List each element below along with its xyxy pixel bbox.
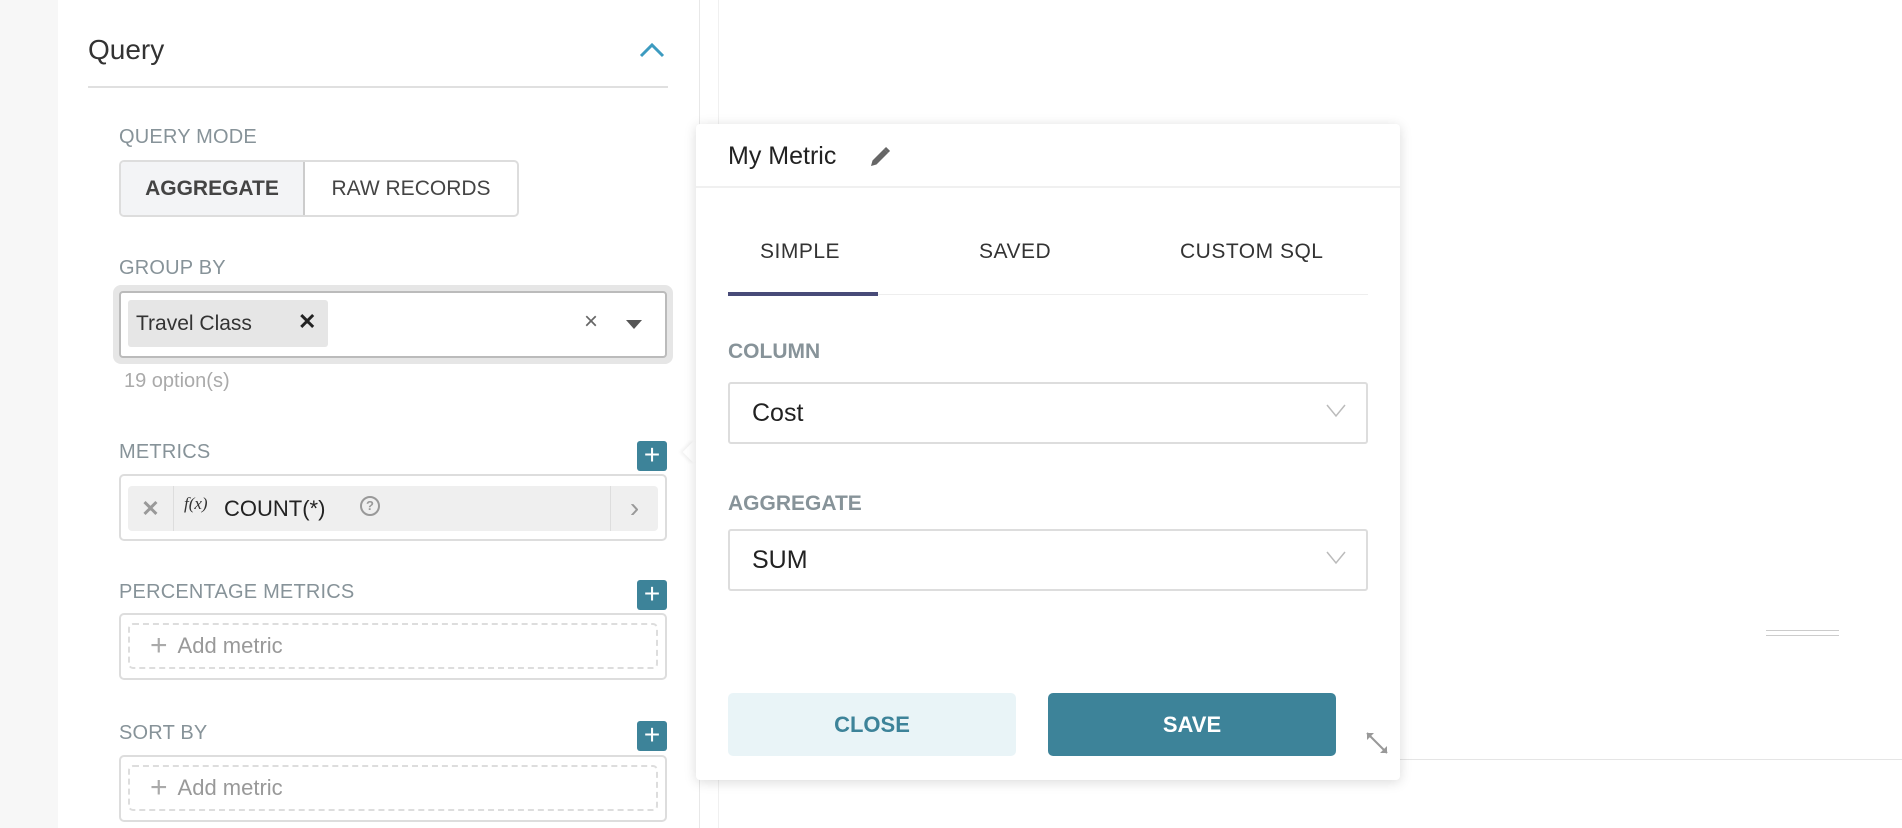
- plus-icon: +: [150, 771, 168, 804]
- column-value: Cost: [752, 398, 804, 427]
- metrics-label: METRICS: [119, 441, 211, 463]
- drag-handle-icon: [1766, 630, 1839, 636]
- metric-label: COUNT(*): [224, 496, 326, 521]
- close-button[interactable]: CLOSE: [728, 693, 1016, 756]
- column-label: COLUMN: [728, 340, 821, 363]
- clear-icon[interactable]: ×: [584, 308, 599, 335]
- tab-simple[interactable]: SIMPLE: [760, 240, 841, 263]
- chevron-down-icon: [1326, 551, 1346, 565]
- raw-records-mode-button[interactable]: RAW RECORDS: [331, 176, 491, 200]
- resize-icon[interactable]: [1364, 730, 1390, 756]
- group-by-label: GROUP BY: [119, 257, 226, 279]
- active-tab-indicator: [728, 292, 878, 296]
- plus-icon: +: [150, 629, 168, 662]
- tab-bar-line: [728, 294, 1368, 295]
- pencil-icon[interactable]: [868, 145, 892, 169]
- placeholder-text: Add metric: [177, 775, 283, 800]
- remove-tag-icon[interactable]: ✕: [298, 309, 317, 334]
- tab-saved[interactable]: SAVED: [979, 240, 1052, 263]
- help-icon[interactable]: ?: [360, 496, 380, 516]
- metric-title[interactable]: My Metric: [728, 142, 837, 170]
- chevron-right-icon[interactable]: ›: [610, 486, 658, 531]
- add-sort-button[interactable]: +: [637, 721, 667, 751]
- chevron-down-icon: [1326, 404, 1346, 418]
- chevron-up-icon[interactable]: [638, 40, 666, 60]
- left-gutter: [0, 0, 58, 828]
- remove-metric-icon[interactable]: ✕: [128, 486, 174, 531]
- tag-label: Travel Class: [136, 311, 252, 335]
- add-metric-button[interactable]: +: [637, 441, 667, 471]
- options-count: 19 option(s): [124, 370, 230, 392]
- save-button[interactable]: SAVE: [1048, 693, 1336, 756]
- divider: [88, 86, 668, 88]
- add-sort-metric-placeholder[interactable]: + Add metric: [128, 765, 658, 811]
- aggregate-mode-button[interactable]: AGGREGATE: [121, 162, 305, 215]
- column-select[interactable]: Cost: [728, 382, 1368, 444]
- percentage-metrics-label: PERCENTAGE METRICS: [119, 581, 355, 603]
- placeholder-text: Add metric: [177, 633, 283, 658]
- add-percentage-metric-button[interactable]: +: [637, 580, 667, 610]
- aggregate-label: AGGREGATE: [728, 492, 862, 515]
- divider: [696, 186, 1400, 188]
- query-mode-toggle: AGGREGATE RAW RECORDS: [119, 160, 519, 217]
- aggregate-value: SUM: [752, 545, 808, 574]
- divider: [1400, 759, 1902, 760]
- tab-custom-sql[interactable]: CUSTOM SQL: [1180, 240, 1324, 263]
- group-by-tag: Travel Class: [128, 300, 328, 347]
- metric-popover: My Metric SIMPLE SAVED CUSTOM SQL COLUMN…: [696, 124, 1400, 780]
- sort-by-label: SORT BY: [119, 722, 208, 744]
- section-title: Query: [88, 34, 165, 65]
- add-percentage-metric-placeholder[interactable]: + Add metric: [128, 623, 658, 669]
- aggregate-select[interactable]: SUM: [728, 529, 1368, 591]
- function-icon: f(x): [184, 494, 208, 513]
- query-mode-label: QUERY MODE: [119, 126, 257, 148]
- metric-item[interactable]: ✕ f(x) COUNT(*) ? ›: [128, 486, 658, 531]
- caret-down-icon[interactable]: [626, 320, 642, 329]
